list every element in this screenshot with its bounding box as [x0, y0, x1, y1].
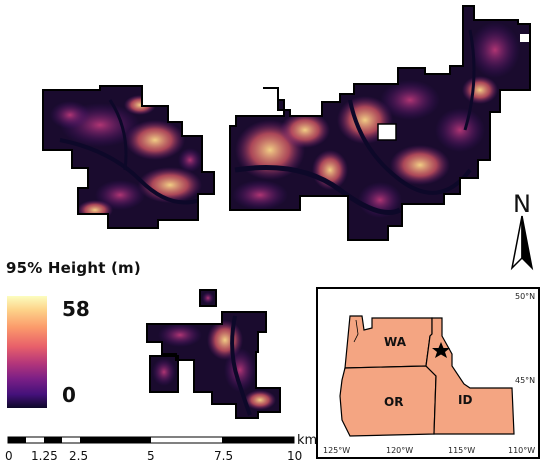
inset-lon-115: 115°W — [448, 446, 476, 455]
study-area-south — [146, 289, 281, 419]
scale-bar — [7, 436, 295, 444]
inset-lat-45: 45°N — [515, 376, 536, 385]
legend-title: 95% Height (m) — [6, 259, 141, 277]
inset-label-wa: WA — [384, 335, 406, 349]
scale-tick-2: 2.5 — [69, 449, 89, 463]
inset-lon-125: 125°W — [323, 446, 351, 455]
north-arrow-icon — [510, 215, 534, 271]
scale-unit: km — [297, 433, 318, 448]
scale-tick-3: 5 — [147, 449, 155, 463]
scale-tick-4: 7.5 — [214, 449, 234, 463]
study-area-east — [229, 5, 531, 241]
inset-lon-120: 120°W — [386, 446, 414, 455]
star-icon — [432, 342, 450, 358]
inset-label-id: ID — [458, 393, 473, 407]
scale-tick-1: 1.25 — [31, 449, 58, 463]
scale-tick-0: 0 — [5, 449, 13, 463]
inset-label-or: OR — [384, 395, 404, 409]
legend-min-label: 0 — [62, 383, 76, 407]
north-label: N — [513, 190, 531, 218]
inset-lon-110: 110°W — [508, 446, 536, 455]
inset-locator-map — [316, 287, 540, 459]
legend-max-label: 58 — [62, 297, 90, 321]
scale-tick-5: 10 — [287, 449, 303, 463]
inset-lat-50: 50°N — [515, 292, 536, 301]
legend-colorbar — [7, 296, 47, 408]
study-area-west — [42, 85, 215, 229]
